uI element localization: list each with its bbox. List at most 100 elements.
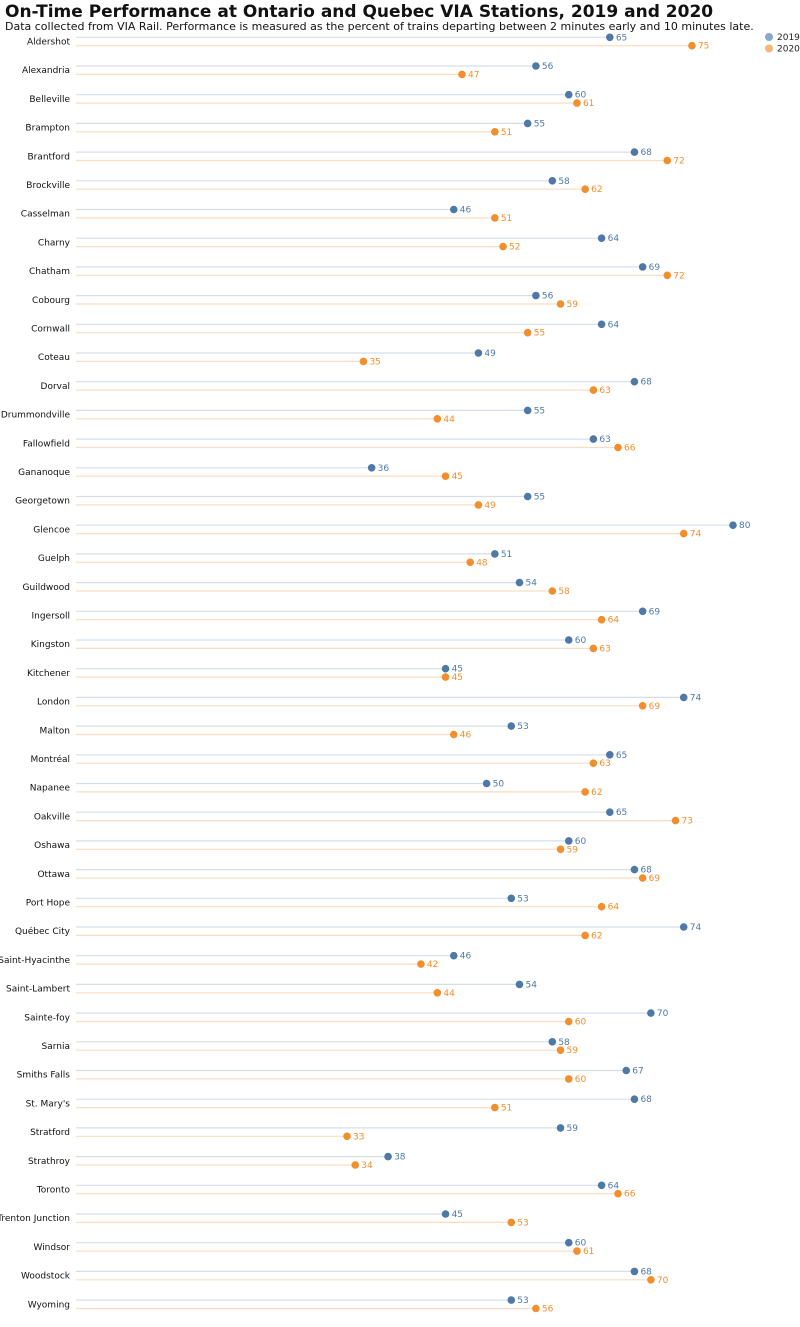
station-label: Fallowfield — [23, 439, 70, 449]
station-label: Oshawa — [34, 841, 70, 851]
value-label-2020: 48 — [476, 558, 488, 568]
dot-2020 — [458, 71, 466, 79]
dot-2019 — [384, 1153, 392, 1161]
dot-2020 — [434, 415, 442, 423]
dot-2020 — [450, 731, 458, 739]
station-label: Québec City — [15, 926, 71, 937]
value-label-2020: 59 — [567, 300, 579, 310]
dot-2019 — [549, 177, 557, 185]
dot-2019 — [598, 234, 606, 242]
station-label: Malton — [39, 726, 70, 736]
station-label: Coteau — [38, 353, 70, 363]
value-label-2020: 62 — [591, 931, 602, 941]
dot-2019 — [598, 1182, 606, 1190]
value-label-2019: 54 — [525, 579, 537, 589]
value-label-2020: 62 — [591, 788, 602, 798]
dot-2019 — [631, 378, 639, 386]
dot-2019 — [565, 91, 573, 99]
dot-2019 — [680, 694, 688, 702]
dot-2019 — [606, 751, 614, 759]
value-label-2019: 38 — [394, 1153, 406, 1163]
dot-2019 — [606, 808, 614, 816]
value-label-2019: 56 — [542, 292, 554, 302]
value-label-2019: 69 — [649, 263, 661, 273]
dot-2020 — [565, 1018, 573, 1026]
dot-2020 — [581, 185, 589, 193]
value-label-2019: 68 — [640, 378, 652, 388]
station-label: Trenton Junction — [0, 1214, 70, 1224]
value-label-2020: 58 — [558, 587, 570, 597]
station-label: Saint-Hyacinthe — [0, 956, 70, 966]
dot-2020 — [532, 1305, 540, 1313]
dot-2020 — [639, 702, 647, 710]
value-label-2020: 74 — [690, 530, 702, 540]
value-label-2019: 53 — [517, 894, 528, 904]
dot-2019 — [507, 722, 515, 730]
value-label-2020: 46 — [460, 731, 472, 741]
dot-2020 — [491, 128, 499, 136]
station-label: Aldershot — [27, 38, 71, 48]
dot-2020 — [664, 272, 672, 280]
dot-2019 — [639, 263, 647, 271]
dot-2020 — [598, 903, 606, 911]
dot-2019 — [565, 1239, 573, 1247]
station-label: Woodstock — [21, 1272, 71, 1282]
dot-2019 — [516, 981, 524, 989]
value-label-2020: 44 — [443, 415, 455, 425]
value-label-2019: 59 — [567, 1124, 579, 1134]
dot-2020 — [590, 645, 598, 653]
dot-2020 — [590, 386, 598, 394]
value-label-2019: 63 — [599, 435, 610, 445]
value-label-2019: 55 — [534, 493, 545, 503]
station-label: Brockville — [26, 181, 70, 191]
value-label-2020: 59 — [567, 1046, 579, 1056]
dot-2019 — [507, 1296, 515, 1304]
value-label-2020: 55 — [534, 329, 545, 339]
station-label: Napanee — [30, 784, 71, 794]
value-label-2019: 49 — [484, 349, 496, 359]
value-label-2020: 52 — [509, 243, 520, 253]
station-label: St. Mary's — [26, 1099, 71, 1109]
legend-label-2019: 2019 — [777, 33, 800, 43]
station-label: Brampton — [25, 124, 70, 134]
station-label: Drummondville — [1, 411, 71, 421]
value-label-2020: 72 — [673, 157, 684, 167]
dot-2019 — [450, 952, 458, 960]
value-label-2019: 74 — [690, 693, 702, 703]
value-label-2019: 74 — [690, 923, 702, 933]
value-label-2020: 63 — [599, 644, 610, 654]
value-label-2019: 69 — [649, 607, 661, 617]
dot-2020 — [475, 501, 483, 509]
value-label-2020: 72 — [673, 271, 684, 281]
value-label-2019: 68 — [640, 1095, 652, 1105]
value-label-2020: 42 — [427, 960, 438, 970]
dot-2020 — [507, 1219, 515, 1227]
station-label: Port Hope — [26, 899, 71, 909]
station-label: Casselman — [21, 210, 70, 220]
dot-2019 — [590, 435, 598, 443]
value-label-2019: 53 — [517, 722, 528, 732]
value-label-2019: 36 — [378, 464, 390, 474]
dot-2020 — [688, 42, 696, 50]
dot-2020 — [442, 673, 450, 681]
value-label-2019: 70 — [657, 1009, 669, 1019]
station-label: Dorval — [41, 382, 70, 392]
dot-2019 — [565, 636, 573, 644]
dot-2019 — [631, 1268, 639, 1276]
dot-2019 — [565, 837, 573, 845]
dot-2019 — [549, 1038, 557, 1046]
value-label-2020: 51 — [501, 128, 512, 138]
value-label-2020: 61 — [583, 99, 594, 109]
dot-2020 — [442, 472, 450, 480]
value-label-2020: 70 — [657, 1276, 669, 1286]
dot-2019 — [532, 62, 540, 70]
dot-2019 — [491, 550, 499, 558]
dot-2020 — [581, 932, 589, 940]
dot-2020 — [466, 559, 474, 567]
station-label: Sarnia — [42, 1042, 71, 1052]
dot-2019 — [475, 349, 483, 357]
dot-2020 — [417, 960, 425, 968]
station-label: Chatham — [29, 267, 70, 277]
value-label-2019: 68 — [640, 1267, 652, 1277]
station-label: Montréal — [30, 754, 70, 765]
